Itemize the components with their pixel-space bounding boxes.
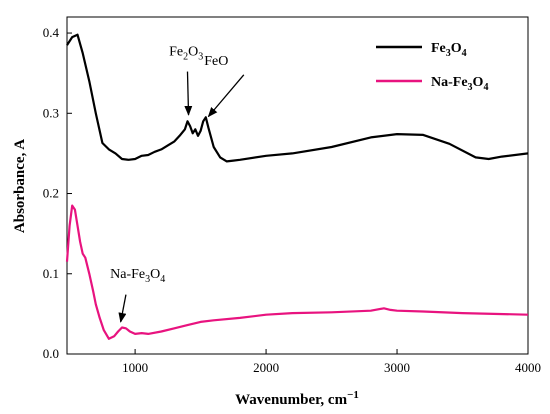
plot-frame [66, 16, 529, 355]
x-tick-label-2: 3000 [384, 360, 410, 375]
x-axis-title-sup: −1 [347, 389, 359, 401]
y-tick-label-0: 0.0 [43, 346, 59, 361]
ticks-layer: 1000 2000 3000 4000 0.0 0.1 0.2 0.3 0.4 [43, 25, 541, 375]
legend-label-0: Fe3O4 [431, 41, 467, 59]
annotation-arrow-1 [207, 74, 245, 118]
x-tick-label-0: 1000 [122, 360, 148, 375]
y-tick-label-2: 0.2 [43, 186, 59, 201]
annotation-layer: Fe2O3 FeO Na-Fe3O4 [110, 45, 245, 323]
x-tick-label-3: 4000 [515, 360, 541, 375]
annotation-arrow-2 [118, 294, 127, 323]
y-tick-label-3: 0.3 [43, 105, 59, 120]
annotation-label-0: Fe2O3 [169, 45, 203, 63]
annotation-label-1: FeO [204, 54, 228, 69]
series-line-0 [66, 33, 529, 163]
y-axis-title: Absorbance, A [12, 139, 28, 233]
series-layer [65, 33, 529, 340]
series-line-1 [65, 204, 529, 340]
x-axis-title: Wavenumber, cm−1 [235, 389, 359, 408]
annotation-label-2: Na-Fe3O4 [110, 267, 165, 285]
y-tick-label-4: 0.4 [43, 25, 60, 40]
annotation-arrow-0 [184, 71, 193, 116]
x-tick-label-1: 2000 [253, 360, 279, 375]
y-tick-label-1: 0.1 [43, 266, 59, 281]
legend: Fe3O4 Na-Fe3O4 [376, 41, 488, 93]
legend-label-1: Na-Fe3O4 [431, 75, 488, 93]
